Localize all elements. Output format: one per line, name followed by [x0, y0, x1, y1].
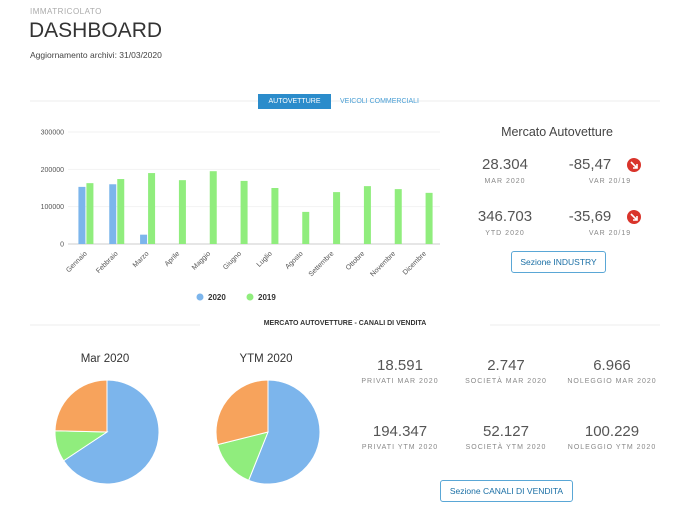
button[interactable]: Sezione CANALI DI VENDITA [440, 480, 573, 502]
x-tick-label: Agosto [284, 250, 304, 270]
pie-slice [216, 431, 269, 481]
pie-title: YTM 2020 [239, 353, 292, 365]
stat-label: SOCIETÀ MAR 2020 [465, 378, 547, 385]
legend-marker [246, 293, 254, 301]
stat-value: 28.304 [482, 156, 528, 173]
stat-label: PRIVATI MAR 2020 [361, 378, 439, 385]
stat-label: NOLEGGIO YTM 2020 [567, 444, 657, 451]
x-tick-label: Ottobre [345, 250, 367, 272]
stat-label: YTD 2020 [485, 230, 525, 237]
legend-label: 2020 [208, 293, 226, 302]
stat-value: 194.347 [372, 423, 428, 440]
stat-label: PRIVATI YTM 2020 [361, 444, 439, 451]
pie-slice [248, 379, 321, 485]
legend-marker [196, 293, 204, 301]
bar [117, 179, 125, 244]
stat-value: 346.703 [477, 208, 533, 225]
bar [333, 192, 341, 244]
var-value: -85,47 [568, 156, 612, 173]
bar [86, 183, 94, 244]
pie-slice [54, 379, 108, 433]
x-tick-label: Gennaio [65, 250, 89, 274]
x-tick-label: Marzo [132, 250, 151, 269]
var-label: VAR 20/19 [588, 178, 632, 185]
tab[interactable]: AUTOVETTURE [258, 94, 331, 109]
market-title: Mercato Autovetture [501, 125, 613, 139]
legend-label: 2019 [258, 293, 276, 302]
bar [209, 171, 217, 244]
bar [425, 192, 433, 244]
stat-value: 52.127 [483, 423, 529, 440]
update-info: Aggiornamento archivi: 31/03/2020 [30, 50, 162, 60]
var-label: VAR 20/19 [588, 230, 632, 237]
y-tick-label: 0 [60, 242, 64, 249]
y-tick-label: 300000 [41, 130, 64, 137]
y-tick-label: 200000 [41, 167, 64, 174]
pie-slice [215, 379, 269, 446]
down-icon-arrow [630, 161, 638, 169]
x-tick-label: Febbraio [95, 250, 120, 275]
bar [140, 234, 148, 244]
section: IMMATRICOLATO [30, 7, 102, 16]
x-tick-label: Giugno [222, 250, 243, 271]
stat-label: SOCIETÀ YTM 2020 [465, 444, 547, 451]
bar [78, 186, 86, 244]
x-tick-label: Maggio [191, 250, 212, 271]
bar [109, 184, 117, 244]
stat-value: 100.229 [584, 423, 640, 440]
x-tick-label: Novembre [369, 250, 397, 278]
x-tick-label: Settembre [308, 250, 336, 278]
bar [178, 180, 186, 244]
var-value: -35,69 [568, 208, 612, 225]
down-icon-arrow [630, 213, 638, 221]
bar [302, 211, 310, 244]
button[interactable]: Sezione INDUSTRY [511, 251, 606, 273]
stat-label: MAR 2020 [484, 178, 526, 185]
bar [240, 180, 248, 244]
pie-slice [62, 379, 160, 485]
stat-value: 2.747 [487, 357, 525, 374]
tab[interactable]: VEICOLI COMMERCIALI [340, 98, 419, 105]
stat-value: 18.591 [377, 357, 423, 374]
page-title: DASHBOARD [29, 19, 163, 42]
stat-value: 6.966 [593, 357, 631, 374]
y-tick-label: 100000 [41, 204, 64, 211]
bar [394, 189, 402, 244]
bar [271, 188, 279, 244]
x-tick-label: Aprile [164, 250, 182, 268]
x-tick-label: Dicembre [402, 250, 428, 276]
x-tick-label: Luglio [256, 250, 274, 268]
bar [148, 173, 156, 244]
section-title: MERCATO AUTOVETTURE - CANALI DI VENDITA [200, 320, 490, 327]
stat-label: NOLEGGIO MAR 2020 [567, 378, 657, 385]
bar [363, 186, 371, 244]
pie-title: Mar 2020 [81, 353, 130, 365]
